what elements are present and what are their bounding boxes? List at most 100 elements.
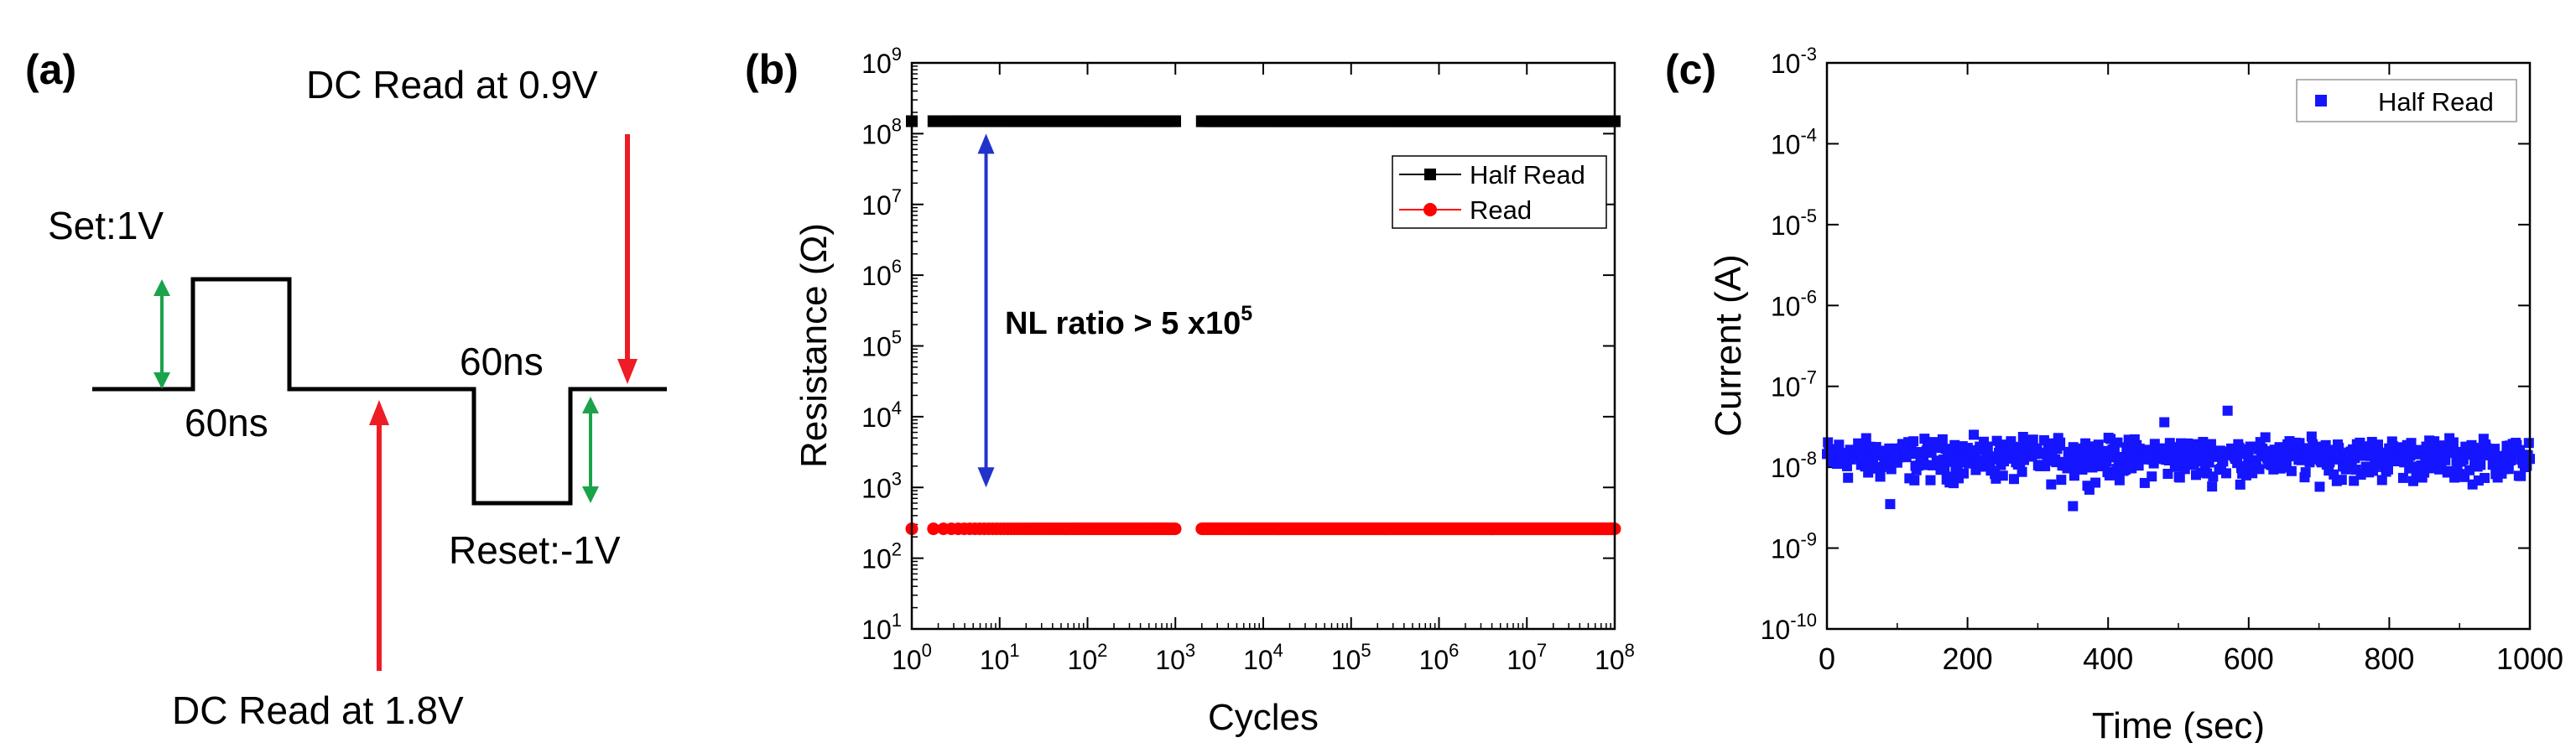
chart-c-y-tick-label: 10-3 — [1771, 44, 1817, 79]
chart-c-point — [1909, 475, 1920, 486]
chart-c-point — [1908, 436, 1919, 447]
chart-c-x-tick-label: 200 — [1943, 642, 1993, 676]
chart-b-series-read — [905, 522, 1621, 536]
chart-b-legend: Half Read Read — [1392, 155, 1607, 229]
panel-c: (c) 0 200 400 600 800 1000 10-10 10-9 10-8 10-7 10… — [1665, 44, 2563, 743]
reset-amplitude-arrow — [582, 397, 599, 503]
chart-c-point — [2376, 475, 2387, 486]
chart-c-point — [2475, 460, 2486, 470]
chart-c-point — [1982, 441, 1993, 452]
chart-c-outlier-point — [2159, 417, 2170, 428]
chart-b-x-tick-label: 107 — [1507, 640, 1547, 675]
chart-b-y-tick-label: 109 — [861, 44, 902, 79]
chart-c-point — [2300, 467, 2311, 478]
pulse-waveform — [92, 277, 667, 506]
chart-c-point — [1959, 468, 1970, 479]
chart-b-x-tick-label: 101 — [980, 640, 1020, 675]
chart-c-y-tick-label: 10-10 — [1761, 610, 1817, 645]
chart-c-legend-box — [2296, 79, 2517, 122]
chart-c-point — [2055, 437, 2066, 448]
chart-b-x-tick-label: 108 — [1595, 640, 1635, 675]
chart-c-point — [1925, 475, 1936, 486]
chart-b-y-tick-label: 104 — [861, 397, 902, 433]
chart-c-point — [2027, 434, 2038, 445]
reset-label: Reset:-1V — [449, 528, 621, 572]
chart-b-read-marker — [1168, 522, 1182, 536]
chart-c-point — [2372, 439, 2383, 450]
chart-c-point — [2448, 437, 2459, 448]
chart-c-x-tick-label: 0 — [1819, 642, 1835, 676]
nl-ratio-arrow-head-top — [977, 133, 995, 154]
chart-c-outlier-point — [2222, 405, 2233, 416]
chart-c-point — [2480, 472, 2490, 483]
chart-b-x-tick-label: 104 — [1243, 640, 1283, 675]
chart-c-x-tick-label: 400 — [2083, 642, 2133, 676]
panel-a-label: (a) — [25, 46, 76, 93]
chart-b-ylabel: Resistance (Ω) — [794, 223, 835, 468]
panel-b: (b) 100 101 102 103 104 105 106 107 108101102103… — [745, 44, 1635, 738]
chart-c-x-tick-label: 600 — [2224, 642, 2274, 676]
legend-half-read-label: Half Read — [1470, 160, 1585, 190]
chart-c-point — [2503, 464, 2514, 475]
dc-read-low-arrow — [369, 400, 389, 671]
chart-c-point — [2355, 470, 2366, 481]
chart-c-point — [2440, 455, 2451, 465]
chart-c-y-tick-label: 10-5 — [1771, 205, 1817, 241]
chart-c-point — [2174, 472, 2185, 483]
chart-c-point — [2108, 452, 2119, 463]
chart-c-x-tick-label: 800 — [2364, 642, 2414, 676]
chart-b-plot-frame — [910, 61, 1616, 631]
chart-b-y-tick-label: 102 — [861, 539, 902, 574]
chart-c-point — [2046, 479, 2057, 490]
chart-c-point — [2205, 439, 2216, 449]
nl-ratio-annotation: NL ratio > 5 x105 — [1005, 302, 1252, 341]
chart-c-point — [2382, 464, 2393, 475]
chart-c-point — [2090, 477, 2101, 488]
chart-c-ylabel: Current (A) — [1708, 254, 1749, 437]
set-label: Set:1V — [48, 204, 164, 247]
chart-c-point — [2516, 470, 2527, 481]
legend-read-label: Read — [1470, 195, 1532, 225]
chart-c-point — [2056, 475, 2067, 486]
chart-c-y-tick-label: 10-7 — [1771, 367, 1817, 403]
chart-b-y-tick-label: 107 — [861, 185, 902, 221]
chart-c-outlier-point — [1885, 499, 1896, 510]
chart-c-outlier-point — [2068, 501, 2079, 512]
chart-c-point — [2114, 475, 2125, 486]
chart-c-point — [2008, 474, 2019, 485]
set-amplitude-arrow — [154, 279, 170, 389]
legend-read-marker — [1423, 203, 1437, 216]
chart-c-point — [1875, 471, 1886, 482]
chart-b-read-marker — [927, 522, 940, 536]
chart-c-point — [2235, 479, 2246, 490]
chart-c-point — [2464, 465, 2475, 475]
chart-b-x-tick-label: 102 — [1068, 640, 1108, 675]
chart-c-point — [2254, 464, 2265, 475]
legend-half-read-marker — [1424, 169, 1436, 180]
chart-b-x-tick-label: 105 — [1331, 640, 1371, 675]
chart-c-point — [2207, 481, 2218, 492]
chart-c-point — [2314, 481, 2325, 492]
panel-c-label: (c) — [1665, 46, 1716, 93]
chart-c-point — [1969, 429, 1980, 440]
chart-c-y-tick-label: 10-4 — [1771, 124, 1817, 159]
chart-c-y-tick-label: 10-9 — [1771, 529, 1817, 564]
pulse1-width-label: 60ns — [185, 401, 268, 444]
chart-b-y-tick-label: 101 — [861, 610, 902, 645]
chart-b-x-tick-label: 100 — [892, 640, 932, 675]
chart-c-plot-frame — [1825, 61, 2532, 631]
chart-c-legend: Half Read — [2296, 79, 2517, 122]
chart-c-xlabel: Time (sec) — [2092, 705, 2265, 743]
chart-b-y-tick-label: 103 — [861, 468, 902, 503]
chart-c-tick-labels: 0 200 400 600 800 1000 10-10 10-9 10-8 10-7 10-6 10… — [1761, 44, 2563, 676]
pulse2-width-label: 60ns — [460, 340, 544, 383]
chart-b-y-tick-label: 105 — [861, 327, 902, 362]
chart-c-point — [2306, 431, 2317, 442]
chart-c-point — [2336, 475, 2347, 486]
chart-c-point — [2397, 472, 2408, 483]
chart-c-point — [2112, 437, 2123, 448]
legend-c-half-read-marker — [2315, 95, 2327, 107]
chart-c-x-tick-label: 1000 — [2496, 642, 2563, 676]
chart-c-ticks — [1826, 62, 2531, 630]
